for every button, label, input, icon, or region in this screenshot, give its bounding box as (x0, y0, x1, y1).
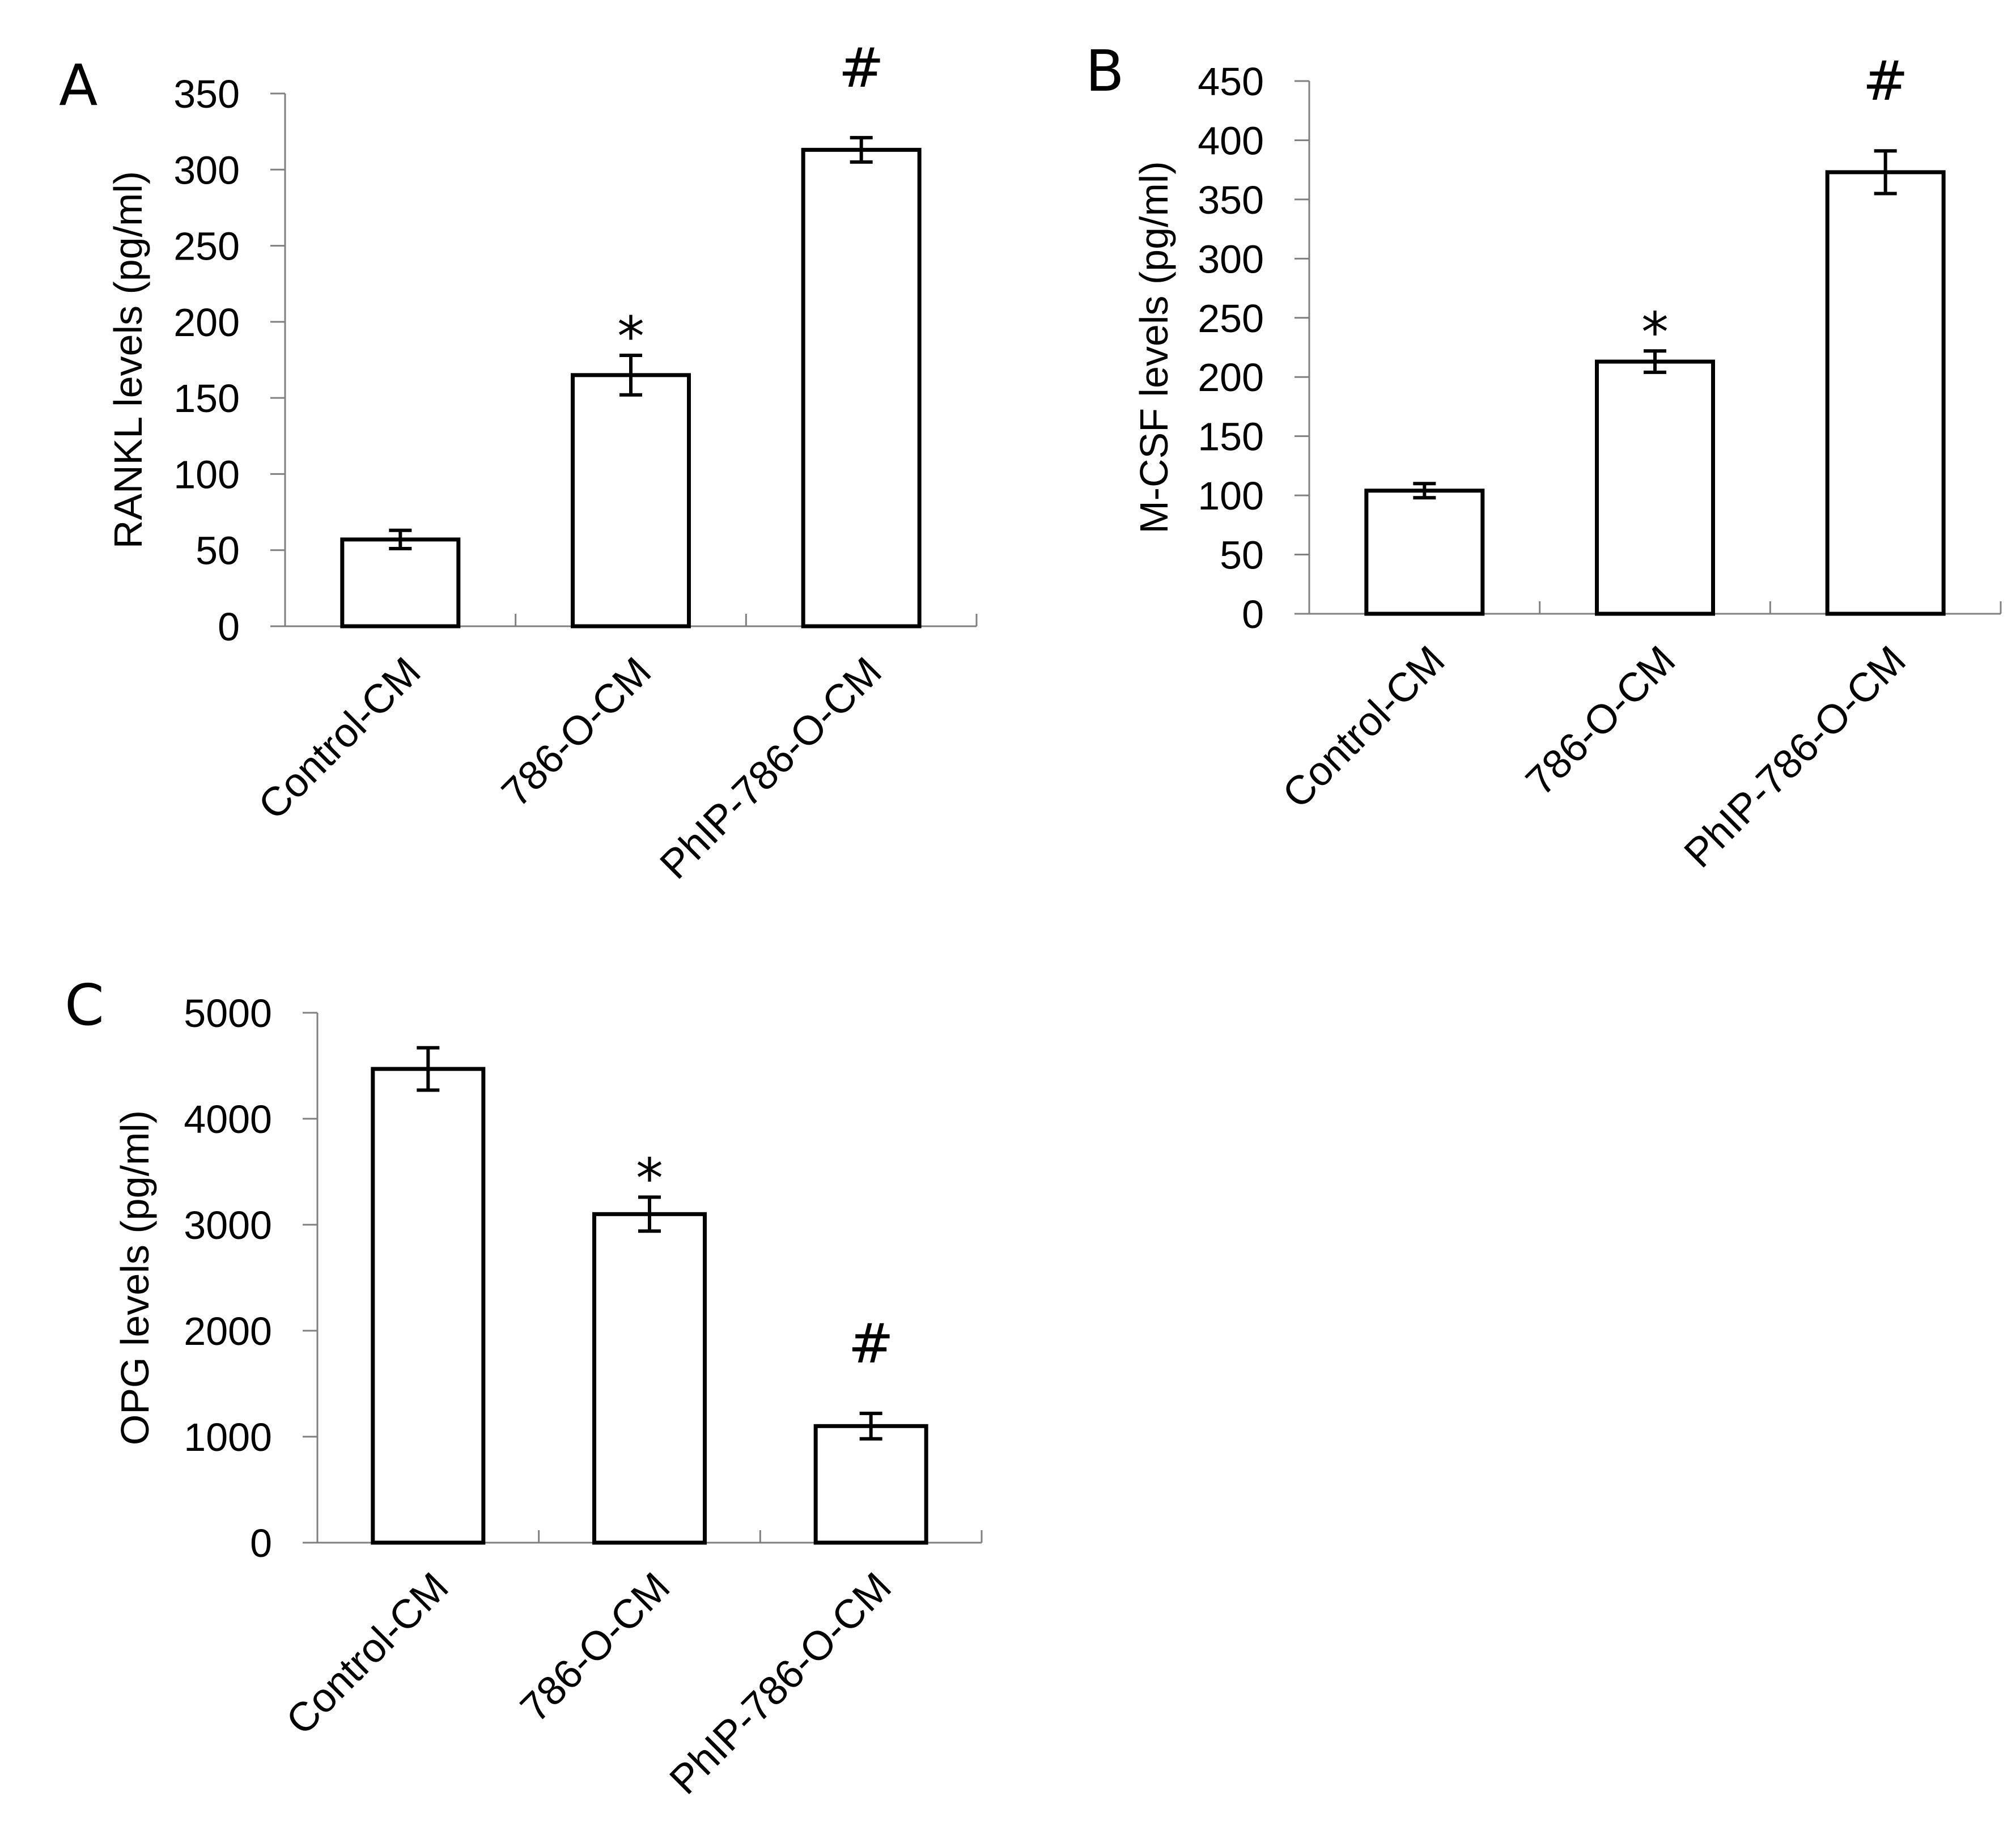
y-tick-label: 0 (250, 1521, 272, 1565)
y-tick-label: 2000 (184, 1309, 272, 1353)
y-tick-label: 100 (1198, 474, 1264, 518)
significance-hash: # (838, 36, 884, 100)
y-tick-label: 250 (1198, 296, 1264, 341)
y-tick-label: 50 (1220, 533, 1264, 578)
y-tick-label: 250 (173, 224, 240, 269)
bar-phip-786-o-cm (1825, 170, 1946, 616)
chart-panel-b: B 0 50 100 150 200 250 300 350 400 450 M-CSF levels… (1085, 38, 2002, 877)
y-axis-title: RANKL levels (pg/ml) (106, 171, 150, 549)
y-axis-title: OPG levels (pg/ml) (113, 1110, 157, 1445)
y-tick-label: 4000 (184, 1097, 272, 1141)
category-label: Control-CM (1274, 638, 1454, 817)
chart-panel-a: A 0 50 100 150 200 250 300 350 RANKL levels (pg/m… (59, 36, 978, 888)
significance-asterisk: * (636, 1147, 663, 1210)
category-label: PhIP-786-O-CM (651, 649, 890, 888)
y-tick-label: 150 (173, 376, 240, 421)
category-label: PhIP-786-O-CM (1675, 638, 1915, 877)
y-tick-label: 0 (218, 605, 240, 649)
bar-786-o-cm (1595, 359, 1715, 616)
bar-control-cm (371, 1067, 486, 1545)
y-tick-label: 100 (173, 452, 240, 496)
y-tick-label: 1000 (184, 1415, 272, 1459)
bar-786-o-cm (592, 1212, 707, 1545)
y-tick-label: 200 (1198, 355, 1264, 400)
bar-phip-786-o-cm (813, 1424, 928, 1545)
y-tick-label: 300 (1198, 237, 1264, 281)
bar-phip-786-o-cm (801, 147, 922, 629)
y-axis-title: M-CSF levels (pg/ml) (1132, 161, 1176, 533)
y-tick-label: 350 (1198, 178, 1264, 222)
y-tick-label: 150 (1198, 415, 1264, 459)
y-tick-label: 400 (1198, 118, 1264, 163)
y-tick-label: 3000 (184, 1203, 272, 1247)
category-label: Control-CM (278, 1564, 457, 1744)
significance-asterisk: * (1641, 300, 1669, 364)
panel-letter: A (59, 52, 97, 118)
y-tick-label: 300 (173, 148, 240, 192)
bar-control-cm (1364, 489, 1485, 616)
chart-panel-c: C 0 1000 2000 3000 4000 5000 OPG levels (pg/ml)… (65, 972, 983, 1803)
panel-letter: C (65, 972, 104, 1038)
y-tick-label: 5000 (184, 991, 272, 1035)
bar-control-cm (340, 537, 461, 629)
y-tick-label: 350 (173, 72, 240, 116)
bar-786-o-cm (571, 373, 691, 629)
panel-letter: B (1085, 38, 1124, 104)
category-label: 786-O-CM (1517, 638, 1684, 804)
category-label: Control-CM (250, 649, 430, 829)
y-tick-label: 50 (196, 529, 240, 573)
significance-hash: # (848, 1312, 893, 1375)
category-label: PhIP-786-O-CM (661, 1564, 900, 1803)
y-tick-label: 450 (1198, 60, 1264, 104)
significance-hash: # (1862, 49, 1908, 113)
category-label: 786-O-CM (493, 649, 660, 816)
category-label: 786-O-CM (512, 1564, 678, 1731)
y-tick-label: 200 (173, 300, 240, 345)
y-tick-label: 0 (1242, 592, 1264, 636)
significance-asterisk: * (617, 305, 644, 368)
